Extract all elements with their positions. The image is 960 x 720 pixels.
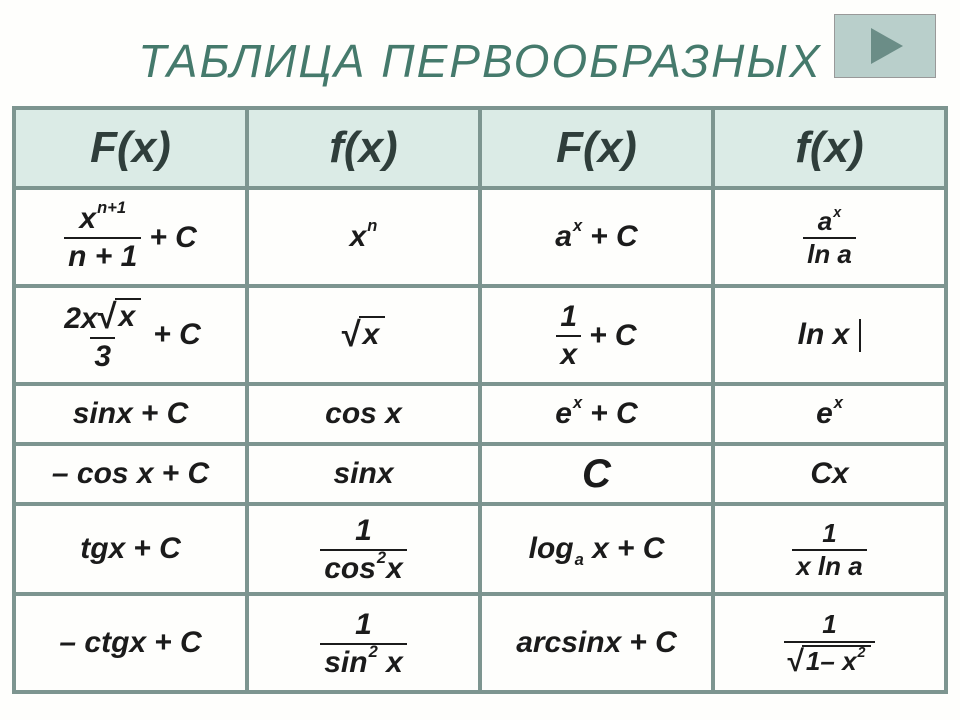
table-row: xn+1n + 1+ Cxnax+ Caxln a [14,188,946,286]
col-header: F(x) [480,108,713,188]
formula-cell: – cos x+ C [14,444,247,504]
table-header-row: F(x) f(x) F(x) f(x) [14,108,946,188]
page-title: ТАБЛИЦА ПЕРВООБРАЗНЫХ [0,34,960,88]
formula-cell: √x [247,286,480,384]
formula-cell: arcsinx+ C [480,594,713,692]
formula-cell: ex+ C [480,384,713,444]
formula-cell: 2x√x3+ C [14,286,247,384]
formula-cell: 1x ln a [713,504,946,594]
formula-cell: 1√1– x2 [713,594,946,692]
formula-cell: xn [247,188,480,286]
formula-cell: ax+ C [480,188,713,286]
formula-cell: xn+1n + 1+ C [14,188,247,286]
col-header: f(x) [247,108,480,188]
formula-cell: tgx+ C [14,504,247,594]
table-row: tgx+ C1cos2xloga x+ C1x ln a [14,504,946,594]
table-row: 2x√x3+ C√x1x+ Cln x [14,286,946,384]
formula-cell: sinx+ C [14,384,247,444]
antiderivatives-table: F(x) f(x) F(x) f(x) xn+1n + 1+ Cxnax+ Ca… [12,106,948,694]
formula-cell: 1sin2 x [247,594,480,692]
table-row: – cos x+ CsinxCCx [14,444,946,504]
formula-cell: 1cos2x [247,504,480,594]
formula-cell: 1x+ C [480,286,713,384]
formula-cell: sinx [247,444,480,504]
table-row: sinx+ Ccos xex+ Cex [14,384,946,444]
formula-cell: axln a [713,188,946,286]
formula-cell: Cx [713,444,946,504]
col-header: f(x) [713,108,946,188]
formula-cell: cos x [247,384,480,444]
formula-cell: ln x [713,286,946,384]
formula-cell: loga x+ C [480,504,713,594]
formula-cell: ex [713,384,946,444]
table-row: – ctgx+ C1sin2 xarcsinx+ C1√1– x2 [14,594,946,692]
col-header: F(x) [14,108,247,188]
formula-cell: C [480,444,713,504]
formula-cell: – ctgx+ C [14,594,247,692]
page: ТАБЛИЦА ПЕРВООБРАЗНЫХ F(x) f(x) F(x) f(x… [0,0,960,720]
